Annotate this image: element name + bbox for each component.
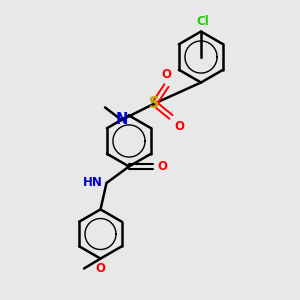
- Text: N: N: [115, 112, 128, 128]
- Text: S: S: [149, 96, 160, 111]
- Text: O: O: [161, 68, 172, 81]
- Text: Cl: Cl: [196, 15, 209, 28]
- Text: O: O: [175, 120, 184, 133]
- Text: HN: HN: [83, 176, 103, 190]
- Text: O: O: [158, 160, 167, 173]
- Text: O: O: [95, 262, 106, 275]
